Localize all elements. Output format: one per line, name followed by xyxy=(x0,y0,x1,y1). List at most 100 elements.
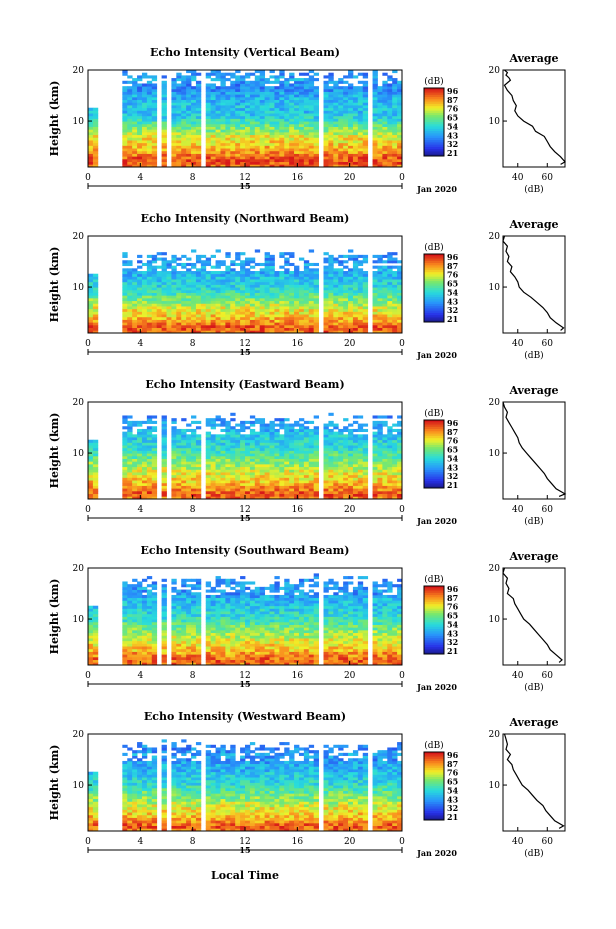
heatmap-cell xyxy=(323,273,329,277)
heatmap-cell xyxy=(191,142,197,146)
heatmap-cell xyxy=(122,156,128,160)
heatmap-cell xyxy=(210,426,216,430)
heatmap-cell xyxy=(122,439,128,443)
heatmap-cell xyxy=(137,453,143,457)
heatmap-cell xyxy=(195,83,202,87)
heatmap-cell xyxy=(338,131,344,136)
heatmap-cell xyxy=(357,164,364,168)
heatmap-cell xyxy=(308,96,315,101)
heatmap-cell xyxy=(200,330,207,334)
heatmap-cell xyxy=(357,284,364,288)
heatmap-cell xyxy=(171,88,177,92)
heatmap-cell xyxy=(284,289,290,293)
heatmap-cell xyxy=(132,161,138,165)
heatmap-cell xyxy=(235,102,241,106)
colorbar-swatch xyxy=(424,301,444,305)
heatmap-cell xyxy=(352,311,359,315)
heatmap-cell xyxy=(186,88,192,92)
heatmap-cell xyxy=(176,86,182,90)
heatmap-cell xyxy=(289,445,295,449)
heatmap-cell xyxy=(362,300,369,304)
heatmap-cell xyxy=(298,458,305,462)
heatmap-cell xyxy=(279,455,285,459)
heatmap-cell xyxy=(382,271,388,275)
heatmap-cell xyxy=(249,439,256,443)
heatmap-cell xyxy=(298,284,305,288)
heatmap-cell xyxy=(181,445,187,449)
heatmap-cell xyxy=(205,420,212,424)
heatmap-cell xyxy=(249,91,256,95)
heatmap-cell xyxy=(377,300,383,304)
heatmap-cell xyxy=(303,437,310,441)
heatmap-cell xyxy=(382,260,388,264)
heatmap-cell xyxy=(200,254,207,258)
heatmap-cell xyxy=(88,496,94,500)
heatmap-cell xyxy=(127,164,133,168)
heatmap-cell xyxy=(308,311,315,315)
heatmap-cell xyxy=(245,281,251,285)
heatmap-cell xyxy=(240,472,246,476)
heatmap-cell xyxy=(254,137,261,141)
heatmap-cell xyxy=(352,91,359,95)
heatmap-cell xyxy=(284,105,290,109)
heatmap-cell xyxy=(156,303,162,307)
heatmap-cell xyxy=(127,477,133,481)
heatmap-cell xyxy=(127,461,133,465)
heatmap-cell xyxy=(313,281,319,285)
heatmap-cell xyxy=(137,110,143,114)
heatmap-cell xyxy=(225,488,231,492)
heatmap-cell xyxy=(362,461,369,465)
heatmap-cell xyxy=(387,447,393,451)
heatmap-cell xyxy=(156,330,162,334)
heatmap-cell xyxy=(171,148,177,152)
heatmap-cell xyxy=(141,303,148,307)
heatmap-cell xyxy=(264,490,270,495)
heatmap-cell xyxy=(362,439,369,443)
heatmap-cell xyxy=(249,322,256,326)
heatmap-cell xyxy=(357,80,364,84)
heatmap-cell xyxy=(377,420,383,424)
heatmap-cell xyxy=(289,96,295,101)
heatmap-cell xyxy=(254,75,261,79)
heatmap-cell xyxy=(289,314,295,318)
heatmap-cell xyxy=(141,123,148,127)
heatmap-cell xyxy=(254,472,261,476)
heatmap-cell xyxy=(151,287,158,291)
heatmap-cell xyxy=(92,287,99,291)
heatmap-cell xyxy=(245,472,251,476)
heatmap-cell xyxy=(156,292,162,296)
heatmap-cell xyxy=(362,297,369,302)
heatmap-cell xyxy=(181,490,187,495)
heatmap-cell xyxy=(88,142,94,146)
heatmap-cell xyxy=(289,496,295,500)
heatmap-cell xyxy=(323,99,329,103)
heatmap-cell xyxy=(377,319,383,323)
heatmap-cell xyxy=(137,455,143,459)
heatmap-cell xyxy=(284,461,290,465)
heatmap-cell xyxy=(132,96,138,101)
heatmap-cell xyxy=(127,80,133,84)
heatmap-cell xyxy=(323,260,329,264)
heatmap-cell xyxy=(343,110,349,114)
heatmap-cell xyxy=(348,142,354,146)
heatmap-cell xyxy=(348,324,354,329)
heatmap-cell xyxy=(259,137,266,141)
heatmap-cell xyxy=(191,134,197,138)
heatmap-cell xyxy=(181,273,187,277)
heatmap-cell xyxy=(220,115,226,119)
heatmap-cell xyxy=(171,121,177,125)
heatmap-cell xyxy=(298,330,305,334)
heatmap-cell xyxy=(245,107,251,111)
heatmap-cell xyxy=(338,314,344,318)
heatmap-cell xyxy=(220,308,226,312)
heatmap-cell xyxy=(245,88,251,92)
heatmap-cell xyxy=(372,469,378,473)
heatmap-cell xyxy=(362,102,369,106)
heatmap-cell xyxy=(264,463,270,468)
heatmap-cell xyxy=(338,271,344,275)
heatmap-cell xyxy=(289,474,295,478)
heatmap-cell xyxy=(313,330,319,334)
heatmap-cell xyxy=(328,113,334,117)
heatmap-cell xyxy=(156,287,162,291)
heatmap-cell xyxy=(264,308,270,312)
